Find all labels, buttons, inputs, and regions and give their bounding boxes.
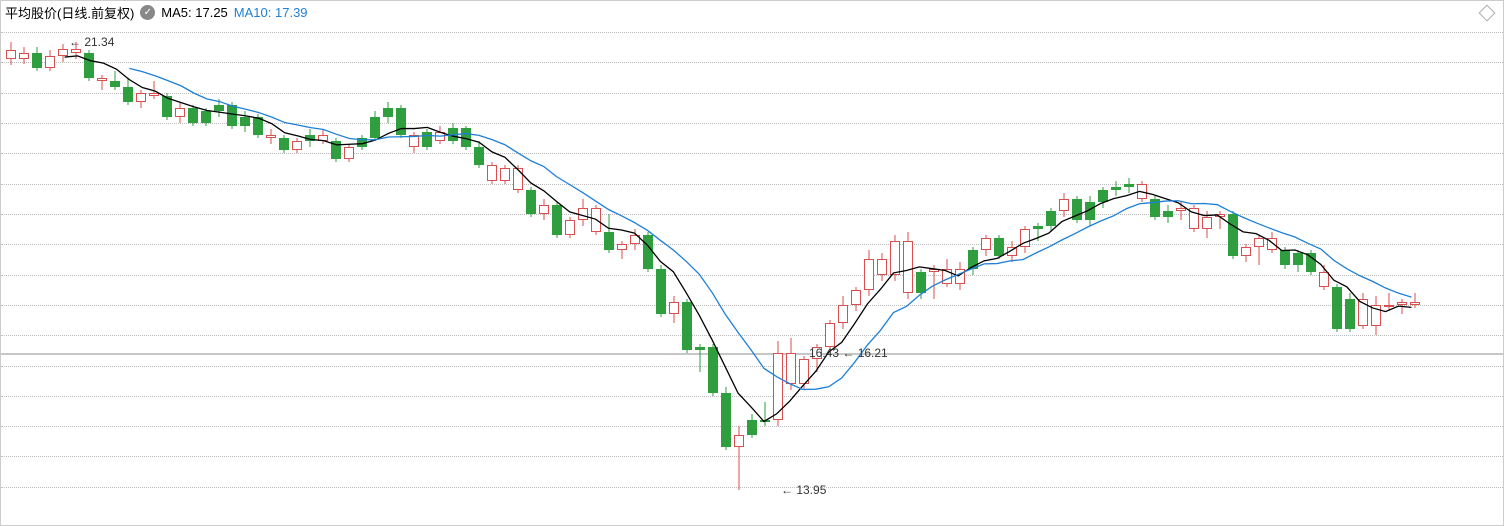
grid-line — [1, 456, 1503, 457]
candlestick-chart[interactable]: 平均股价(日线.前复权) ✓ MA5: 17.25 MA10: 17.39 ← … — [0, 0, 1504, 526]
reference-line — [1, 353, 1503, 355]
plot-area[interactable]: ← 21.34 16.43 ← 16.21 ← 13.95 — [1, 1, 1503, 525]
grid-line — [1, 305, 1503, 306]
dropdown-icon[interactable]: ✓ — [140, 5, 155, 20]
grid-line — [1, 93, 1503, 94]
ma5-indicator: MA5: 17.25 — [161, 5, 228, 20]
grid-line — [1, 396, 1503, 397]
grid-line — [1, 244, 1503, 245]
grid-line — [1, 184, 1503, 185]
ma5-label: MA5: — [161, 5, 191, 20]
chart-title: 平均股价(日线.前复权) — [5, 3, 134, 22]
ma10-indicator: MA10: 17.39 — [234, 5, 308, 20]
grid-line — [1, 153, 1503, 154]
price-annotation: ← 21.34 — [69, 35, 114, 49]
ma10-value: 17.39 — [275, 5, 308, 20]
grid-line — [1, 366, 1503, 367]
ma5-value: 17.25 — [195, 5, 228, 20]
grid-line — [1, 62, 1503, 63]
chart-header: 平均股价(日线.前复权) ✓ MA5: 17.25 MA10: 17.39 — [5, 3, 308, 22]
grid-line — [1, 32, 1503, 33]
grid-line — [1, 487, 1503, 488]
grid-line — [1, 214, 1503, 215]
grid-line — [1, 335, 1503, 336]
ma10-label: MA10: — [234, 5, 272, 20]
grid-line — [1, 275, 1503, 276]
price-annotation: 16.43 ← 16.21 — [809, 346, 888, 360]
price-annotation: ← 13.95 — [781, 483, 826, 497]
